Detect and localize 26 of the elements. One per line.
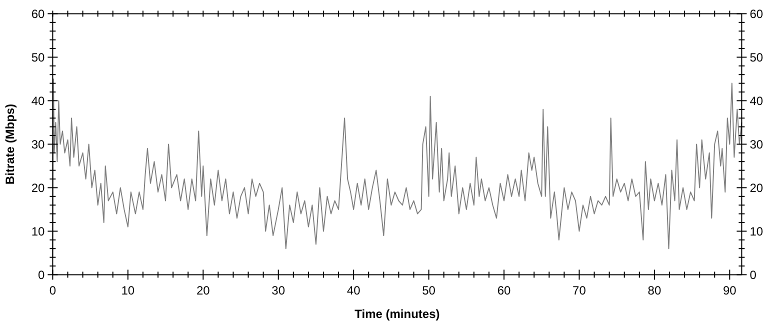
x-tick-label: 0 (49, 284, 56, 298)
x-tick-label: 70 (572, 284, 586, 298)
x-tick-label: 20 (196, 284, 210, 298)
x-tick-label: 80 (648, 284, 662, 298)
y-tick-label: 50 (31, 50, 46, 64)
y-tick-label: 60 (31, 6, 46, 21)
y-tick-label: 40 (31, 94, 46, 108)
y-tick-label: 10 (31, 224, 46, 238)
y2-tick-label: 50 (750, 50, 764, 64)
x-tick-label: 10 (121, 284, 135, 298)
y2-tick-label: 20 (750, 180, 764, 195)
y2-tick-label: 40 (750, 94, 764, 108)
x-tick-label: 30 (272, 284, 286, 298)
y-axis-title: Bitrate (Mbps) (3, 104, 17, 185)
x-tick-label: 60 (497, 284, 512, 298)
y2-tick-label: 30 (750, 137, 764, 152)
y2-tick-label: 0 (750, 268, 757, 282)
y-tick-label: 30 (31, 137, 46, 152)
y-tick-label: 20 (31, 180, 46, 195)
x-axis-title: Time (minutes) (354, 307, 440, 321)
y-tick-label: 0 (38, 268, 46, 282)
y2-tick-label: 10 (750, 224, 764, 238)
y2-tick-label: 60 (750, 6, 764, 21)
x-tick-label: 40 (346, 284, 361, 298)
x-tick-label: 50 (422, 284, 436, 298)
x-tick-label: 90 (722, 284, 737, 298)
